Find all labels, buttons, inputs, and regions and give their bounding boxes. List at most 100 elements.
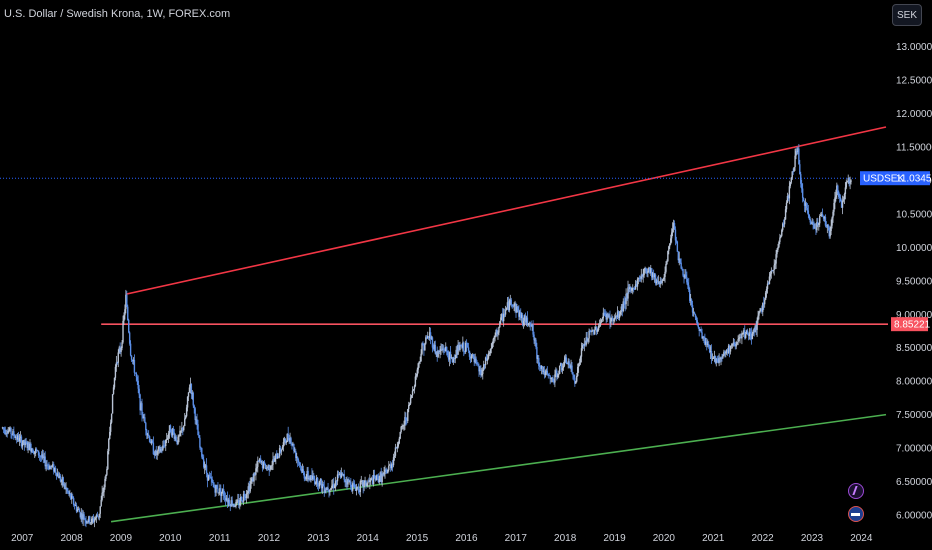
candle-body — [315, 482, 317, 484]
candle-body — [219, 488, 221, 493]
candle-body — [275, 453, 277, 458]
candle-body — [333, 484, 335, 488]
candle-body — [730, 345, 733, 347]
candle-body — [438, 350, 440, 352]
candle-body — [542, 370, 545, 372]
last-price-tag: USDSEK 11.03451 — [860, 171, 932, 186]
candle-body — [51, 465, 53, 467]
candle-body — [41, 454, 44, 458]
candle-body — [819, 214, 822, 216]
candle-body — [423, 345, 425, 351]
candle-body — [162, 445, 164, 451]
candle-body — [402, 425, 404, 427]
candle-body — [128, 319, 130, 333]
candle-body — [563, 360, 566, 366]
candle-body — [575, 381, 577, 384]
candle-body — [197, 424, 199, 436]
candle-body — [728, 345, 731, 352]
candle-body — [432, 347, 435, 349]
candle-body — [136, 376, 138, 381]
candle-body — [390, 464, 393, 469]
candle-body — [664, 271, 666, 277]
candle-body — [353, 484, 356, 488]
candle-body — [65, 487, 67, 489]
candle-body — [691, 305, 694, 313]
flash-icon[interactable] — [848, 483, 864, 499]
candle-body — [520, 312, 522, 319]
price-axis[interactable]: 13.0000012.5000012.0000011.5000011.00000… — [896, 42, 932, 521]
candle-body — [203, 466, 206, 468]
candle-body — [229, 504, 231, 507]
candle-body — [747, 333, 750, 336]
candle-body — [184, 416, 187, 419]
candle-body — [425, 337, 427, 344]
candle-body — [291, 443, 293, 446]
candle-body — [347, 479, 349, 485]
candle-body — [259, 458, 261, 462]
candle-body — [689, 289, 691, 301]
resistance-trend-line[interactable] — [125, 126, 887, 296]
candle-body — [100, 499, 102, 507]
candle-body — [805, 203, 808, 209]
candle-body — [660, 280, 662, 284]
candle-body — [673, 223, 676, 230]
candle-body — [316, 477, 319, 486]
candle-body — [163, 445, 165, 447]
candle-body — [590, 331, 592, 333]
candle-body — [606, 314, 608, 320]
candle-body — [671, 229, 674, 233]
candle-body — [731, 344, 734, 346]
candle-body — [637, 277, 640, 280]
candle-body — [783, 219, 786, 225]
candle-body — [427, 336, 429, 339]
candle-body — [447, 355, 450, 360]
candle-body — [780, 235, 782, 238]
candle-body — [168, 425, 171, 434]
candle-body — [81, 513, 83, 520]
candle-body — [201, 448, 203, 457]
candle-body — [424, 343, 426, 351]
candle-body — [457, 345, 459, 355]
candle-body — [391, 464, 394, 466]
candle-body — [327, 487, 329, 490]
candle-body — [284, 438, 287, 443]
candle-body — [240, 496, 243, 502]
candle-body — [481, 373, 483, 376]
candle-body — [726, 349, 729, 353]
currency-scale-button[interactable]: SEK — [892, 4, 922, 26]
candle-body — [548, 375, 550, 376]
candle-body — [493, 337, 495, 340]
candle-body — [561, 367, 564, 371]
candle-body — [53, 464, 55, 472]
candle-body — [823, 216, 826, 219]
time-axis[interactable]: 2007 2008 2009 2010 2011 2012 2013 2014 2015 2016… — [11, 533, 873, 544]
candle-body — [777, 247, 779, 250]
candle-body — [333, 485, 336, 488]
candle-body — [204, 465, 207, 467]
candle-body — [165, 439, 167, 447]
candle-body — [491, 343, 493, 349]
candle-body — [138, 388, 140, 395]
candle-body — [622, 301, 624, 312]
candle-body — [24, 441, 26, 445]
candle-body — [707, 344, 709, 345]
flag-icon[interactable] — [848, 506, 864, 522]
candle-body — [405, 417, 407, 421]
candle-body — [539, 365, 541, 368]
candle-body — [102, 492, 104, 494]
candle-body — [234, 506, 236, 507]
candle-body — [577, 364, 580, 367]
candle-body — [758, 312, 760, 316]
candle-body — [232, 504, 234, 506]
candle-body — [112, 387, 115, 395]
candle-body — [85, 520, 87, 523]
candle-body — [661, 280, 663, 284]
candle-body — [712, 357, 715, 359]
candle-body — [310, 475, 312, 480]
candle-body — [78, 509, 81, 513]
candle-body — [212, 482, 214, 485]
candle-body — [408, 405, 410, 410]
candle-body — [702, 336, 704, 339]
candle-body — [820, 214, 823, 216]
